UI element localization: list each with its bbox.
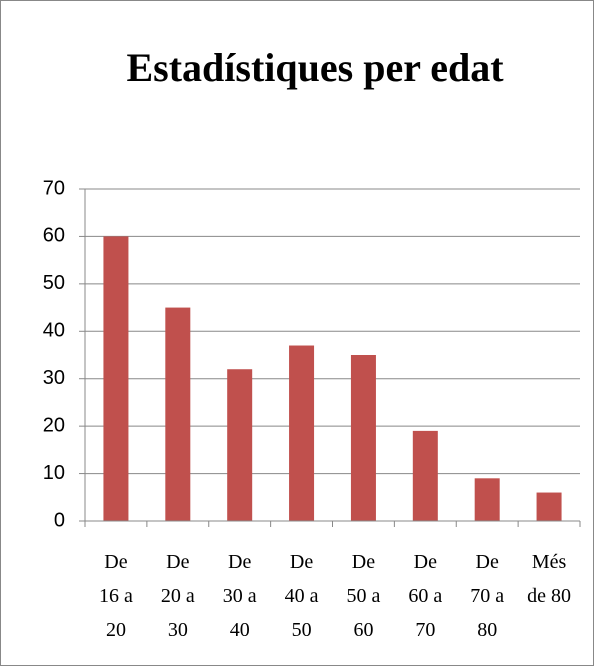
bar	[289, 345, 315, 521]
y-tick-label: 60	[43, 225, 65, 247]
x-tick-label: De 50 a 60	[346, 551, 381, 641]
x-tick-label: De 20 a 30	[160, 551, 195, 641]
x-tick-label: De 40 a 50	[284, 551, 319, 641]
bar	[474, 478, 500, 521]
bar	[412, 430, 438, 521]
chart-title: Estadístiques per edat	[126, 45, 504, 90]
y-tick-label: 70	[43, 177, 65, 199]
x-tick-label: Més de 80	[527, 551, 571, 607]
bar	[350, 355, 376, 521]
y-tick-label: 0	[54, 509, 65, 531]
y-tick-label: 10	[43, 462, 65, 484]
x-tick-label: De 60 a 70	[408, 551, 443, 641]
bar	[103, 236, 129, 521]
bar	[536, 492, 562, 521]
bar	[227, 369, 253, 521]
x-tick-label: De 70 a 80	[470, 551, 505, 641]
y-tick-label: 20	[43, 414, 65, 436]
y-tick-label: 40	[43, 320, 65, 342]
y-tick-label: 50	[43, 272, 65, 294]
y-tick-label: 30	[43, 367, 65, 389]
bar	[165, 307, 191, 521]
x-tick-label: De 30 a 40	[222, 551, 257, 641]
x-tick-label: De 16 a 20	[98, 551, 133, 641]
